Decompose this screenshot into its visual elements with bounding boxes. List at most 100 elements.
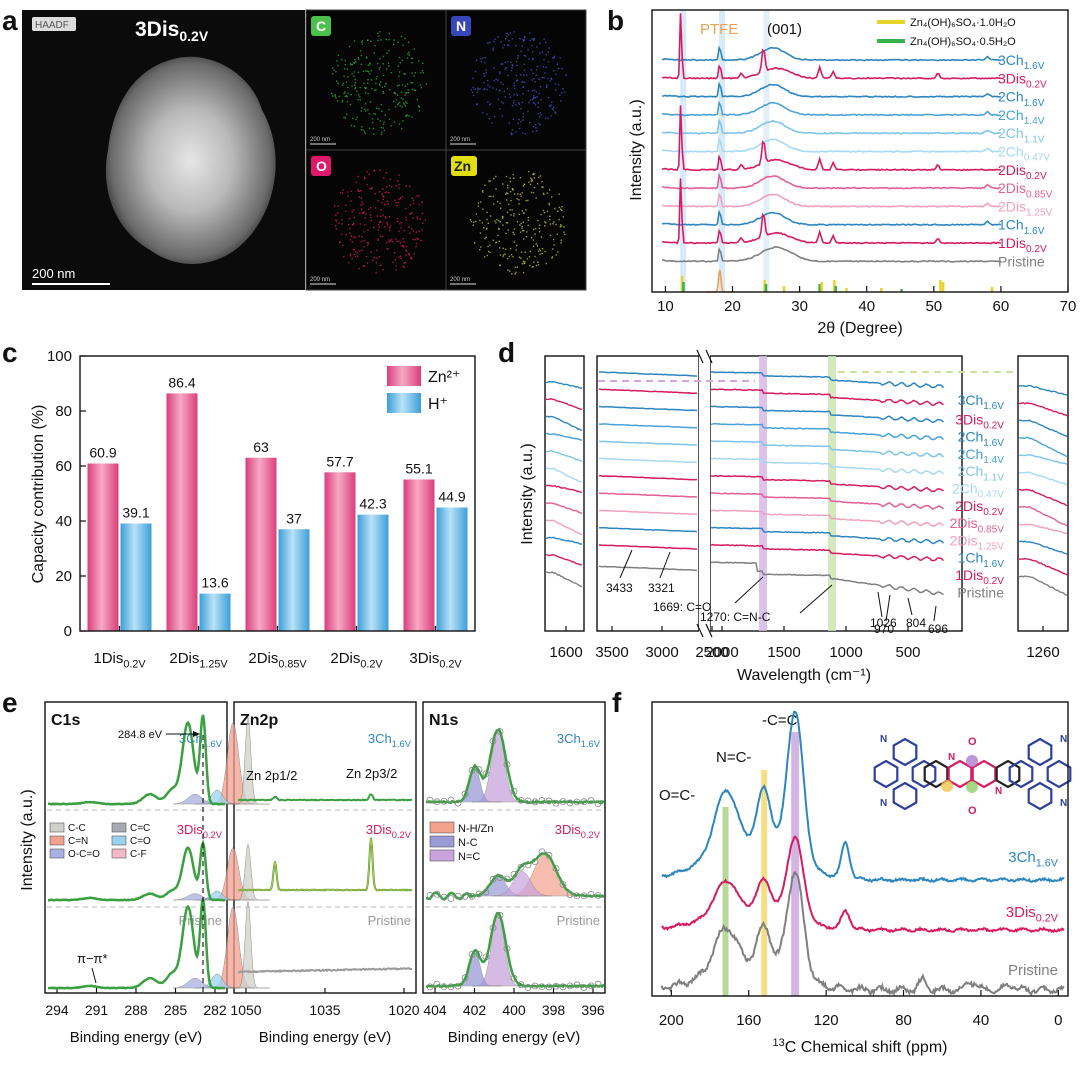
eds-dot bbox=[361, 236, 363, 238]
eds-dot bbox=[541, 253, 543, 255]
ftir-inset-left bbox=[545, 380, 583, 389]
eds-dot bbox=[489, 180, 491, 182]
eds-dot bbox=[365, 56, 368, 58]
eds-dot bbox=[511, 129, 514, 131]
b-ylabel: Intensity (a.u.) bbox=[628, 99, 645, 200]
eds-dot bbox=[368, 73, 371, 75]
eds-dot bbox=[556, 233, 558, 235]
eds-dot bbox=[399, 242, 402, 244]
eds-dot bbox=[369, 101, 372, 103]
eds-dot bbox=[504, 68, 507, 70]
n1s-point bbox=[580, 984, 588, 991]
eds-dot bbox=[399, 223, 401, 225]
eds-dot bbox=[376, 249, 378, 251]
eds-dot bbox=[513, 213, 515, 215]
molecule-ring bbox=[911, 759, 937, 789]
n1s-legend-swatch bbox=[429, 835, 455, 848]
eds-dot bbox=[361, 107, 363, 109]
eds-dot bbox=[545, 222, 547, 224]
molecule-ring bbox=[892, 781, 918, 811]
n1s-point bbox=[580, 892, 588, 900]
ftir-trace-label: 1Ch1.6V bbox=[958, 550, 1005, 570]
eds-dot bbox=[405, 245, 408, 247]
eds-dot bbox=[488, 180, 490, 182]
xrd-trace-label: 2Ch1.1V bbox=[998, 125, 1045, 145]
d-xtick-label: 2000 bbox=[705, 644, 738, 661]
eds-dot bbox=[553, 70, 555, 72]
eds-dot bbox=[505, 175, 508, 178]
eds-dot bbox=[386, 191, 388, 193]
e-xtick-label: 1020 bbox=[388, 1002, 419, 1018]
eds-dot bbox=[521, 45, 523, 47]
b-xtick-label: 20 bbox=[724, 298, 741, 315]
eds-dot bbox=[408, 226, 410, 228]
eds-dot bbox=[539, 112, 541, 114]
ftir-trace bbox=[711, 440, 944, 458]
eds-dot bbox=[354, 86, 357, 89]
eds-dot bbox=[482, 208, 484, 210]
b-xlabel: 2θ (Degree) bbox=[817, 320, 902, 337]
eds-dot bbox=[368, 208, 370, 210]
eds-dot bbox=[388, 32, 391, 35]
molecule-atom: N bbox=[995, 786, 1002, 797]
eds-dot bbox=[560, 239, 562, 241]
eds-dot bbox=[418, 230, 420, 232]
ftir-trace-label: 2Dis0.85V bbox=[950, 515, 1005, 535]
eds-dot bbox=[354, 236, 356, 238]
n1s-point bbox=[468, 892, 476, 900]
eds-dot bbox=[398, 240, 400, 242]
eds-dot bbox=[543, 212, 546, 214]
panel-f: f O=C- N=C- -C=C 3Ch1.6V 3Dis0.2V Pristine 200… bbox=[612, 687, 1072, 1056]
c-ytick-label: 20 bbox=[55, 568, 72, 585]
eds-dot bbox=[499, 202, 501, 205]
eds-dot bbox=[415, 231, 417, 233]
f-xtick-label: 120 bbox=[814, 1012, 839, 1029]
ftir-inset-left bbox=[545, 502, 583, 514]
eds-dot bbox=[362, 129, 364, 131]
eds-dot bbox=[498, 240, 500, 242]
xrd-ref-stick bbox=[939, 280, 942, 292]
eds-dot bbox=[402, 120, 404, 122]
eds-dot bbox=[378, 68, 380, 70]
eds-dot bbox=[532, 38, 535, 40]
d-frame-left bbox=[544, 355, 585, 632]
eds-dot bbox=[373, 113, 375, 115]
eds-dot bbox=[375, 78, 377, 80]
ftir-inset-left bbox=[546, 449, 583, 463]
eds-dot bbox=[520, 251, 523, 253]
eds-dot bbox=[358, 235, 360, 237]
eds-dot bbox=[544, 250, 546, 253]
eds-dot bbox=[359, 86, 361, 89]
eds-dot bbox=[346, 101, 349, 103]
scale-bar-label: 200 nm bbox=[32, 266, 75, 281]
eds-dot bbox=[352, 248, 355, 251]
eds-dot bbox=[382, 195, 384, 197]
eds-dot bbox=[509, 180, 512, 183]
eds-dot bbox=[561, 209, 563, 211]
d-ylabel: Intensity (a.u.) bbox=[519, 443, 536, 544]
ftir-inset-right bbox=[1018, 419, 1068, 437]
eds-dot bbox=[334, 95, 336, 97]
eds-dot bbox=[499, 254, 502, 256]
eds-dot bbox=[390, 240, 392, 242]
peak-001-label: (001) bbox=[767, 21, 802, 38]
eds-dot bbox=[537, 261, 539, 263]
molecule-atom: O bbox=[968, 736, 977, 748]
eds-dot bbox=[400, 226, 402, 229]
eds-dot bbox=[472, 224, 474, 226]
eds-dot bbox=[523, 39, 526, 41]
nmr-trace-label: 3Dis0.2V bbox=[1006, 904, 1059, 925]
ftir-trace-label: Pristine bbox=[957, 584, 1004, 600]
panel-f-label: f bbox=[612, 687, 622, 718]
eds-dot bbox=[546, 192, 548, 194]
eds-dot bbox=[498, 228, 500, 230]
eds-dot bbox=[362, 265, 365, 267]
eds-dot bbox=[554, 83, 557, 85]
eds-dot bbox=[474, 242, 476, 244]
eds-dot bbox=[533, 89, 535, 91]
eds-dot bbox=[477, 205, 480, 207]
eds-dot bbox=[532, 126, 535, 128]
eds-dot bbox=[403, 266, 405, 268]
eds-dot bbox=[522, 40, 525, 42]
ftir-trace bbox=[598, 526, 698, 533]
